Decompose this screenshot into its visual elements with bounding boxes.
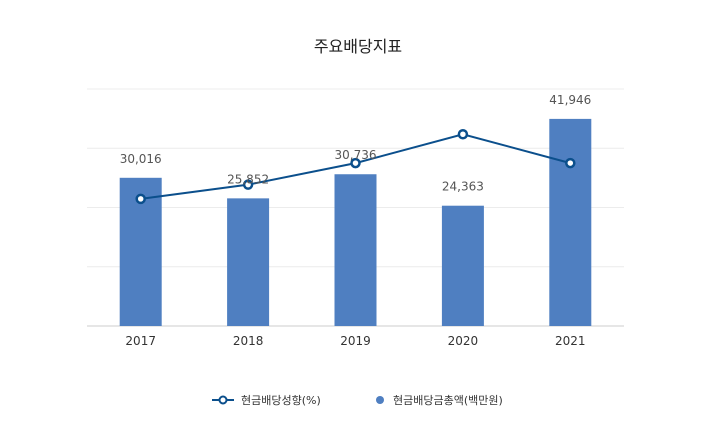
x-tick-2017: 2017 [125, 334, 156, 348]
x-axis-ticks: 2017 2018 2019 2020 2021 [125, 334, 585, 348]
bar-value-label-2020: 24,363 [442, 180, 484, 194]
bar-2018[interactable] [227, 198, 270, 326]
legend-item-bar[interactable]: 현금배당금총액(백만원) [376, 394, 503, 407]
chart-title: 주요배당지표 [314, 37, 402, 56]
legend-item-line[interactable]: 현금배당성향(%) [212, 394, 321, 407]
x-tick-2019: 2019 [340, 334, 371, 348]
bar-value-label-2021: 41,946 [549, 93, 591, 107]
bar-2019[interactable] [334, 174, 377, 326]
legend-label-line: 현금배당성향(%) [241, 394, 321, 407]
data-labels: 30,016 25,852 30,736 24,363 41,946 [120, 93, 592, 194]
bar-value-label-2017: 30,016 [120, 152, 162, 166]
line-point-2020[interactable] [457, 128, 469, 140]
line-point-2017[interactable] [135, 193, 146, 205]
bar-value-label-2019: 30,736 [335, 148, 377, 162]
x-tick-2020: 2020 [448, 334, 479, 348]
legend-label-bar: 현금배당금총액(백만원) [393, 394, 503, 407]
bar-2020[interactable] [441, 205, 484, 326]
x-tick-2018: 2018 [233, 334, 264, 348]
bar-series [119, 118, 592, 326]
legend-line-marker [218, 395, 228, 405]
line-series [135, 128, 576, 205]
line-point-2021[interactable] [565, 157, 576, 169]
bar-2021[interactable] [549, 118, 592, 326]
legend[interactable]: 현금배당성향(%) 현금배당금총액(백만원) [212, 394, 503, 407]
line-point-2018[interactable] [242, 179, 254, 190]
x-tick-2021: 2021 [555, 334, 586, 348]
line-point-2019[interactable] [350, 157, 361, 169]
bar-value-label-2018: 25,852 [227, 172, 269, 186]
legend-bar-swatch [376, 396, 384, 404]
